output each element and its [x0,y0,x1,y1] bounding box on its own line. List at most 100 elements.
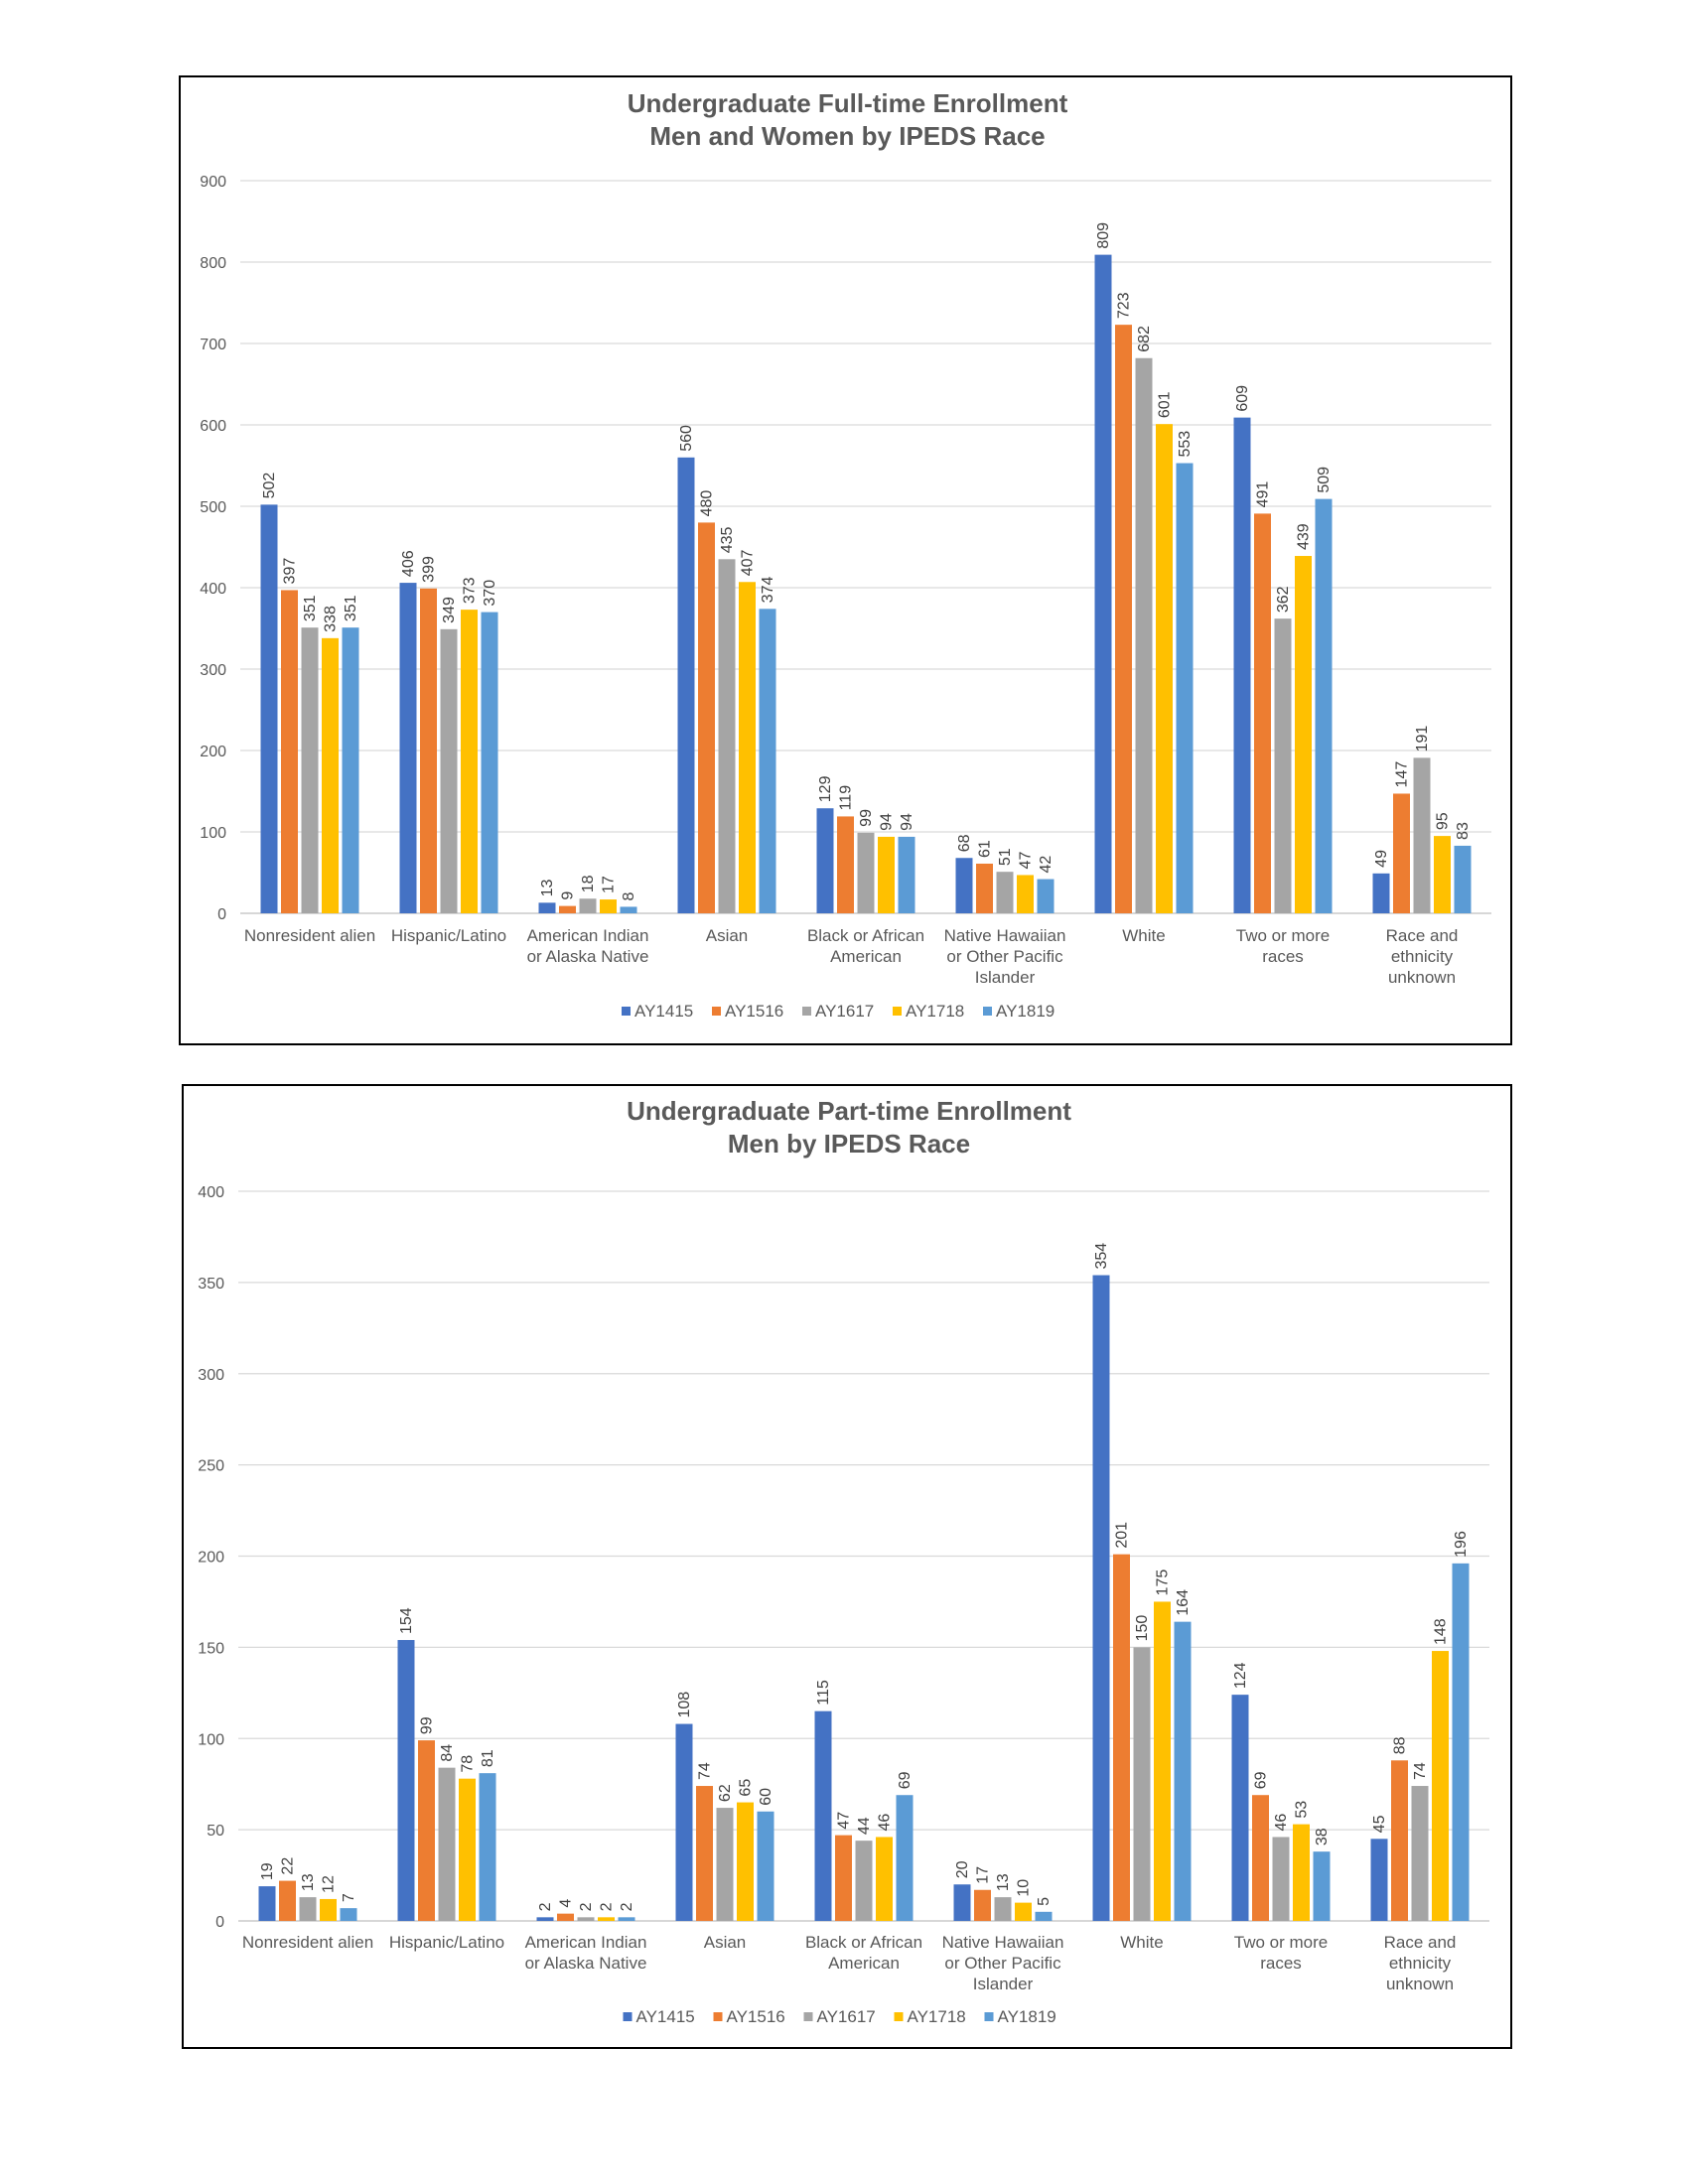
category-label-line: Two or more [1236,926,1330,945]
bar [835,1835,852,1921]
bar [1254,513,1271,913]
data-label: 480 [699,490,716,517]
data-label: 351 [343,595,359,621]
category-label-line: American [830,947,902,966]
bar [814,1710,832,1921]
bar [620,906,637,913]
bar [1154,1601,1171,1921]
y-tick-label: 500 [200,499,226,516]
category-label-line: Asian [706,926,749,945]
data-label: 99 [419,1716,436,1734]
bar [876,1837,893,1921]
bar [299,1897,317,1921]
data-label: 60 [758,1788,774,1806]
bar [696,1786,713,1921]
category-label: Nonresident alien [242,1933,373,1952]
category-label-line: Hispanic/Latino [389,1933,504,1952]
category-label-line: Race and [1384,1933,1457,1952]
y-tick-label: 900 [200,174,226,191]
legend-item: AY1516 [712,1002,783,1021]
category-label-line: Black or African [805,1933,922,1952]
bar [955,858,973,913]
bar [479,1773,496,1921]
bar [757,1811,774,1921]
bar [759,609,776,913]
legend-label: AY1415 [634,1002,693,1021]
data-label: 201 [1114,1522,1131,1549]
data-label: 38 [1314,1828,1331,1845]
data-label: 94 [879,813,896,831]
data-label: 13 [300,1873,317,1891]
data-label: 81 [480,1749,496,1767]
data-label: 53 [1294,1801,1311,1819]
bar [1135,357,1153,913]
category-label-line: or Other Pacific [944,1954,1061,1973]
bar [536,1917,554,1921]
bar [461,610,478,913]
parttime-legend: AY1415 AY1516 AY1617 AY1718 AY1819 [623,2007,1056,2026]
data-label: 2 [599,1902,616,1911]
data-label: 65 [738,1779,755,1797]
data-label: 95 [1435,812,1452,830]
data-label: 51 [997,848,1014,866]
bar [675,1723,693,1921]
category-label-line: unknown [1386,1975,1454,1993]
data-label: 69 [1253,1771,1270,1789]
bar [1432,1651,1449,1921]
bar [420,588,437,913]
category-label: Asian [704,1933,747,1952]
y-tick-label: 50 [207,1823,224,1840]
bar [301,627,319,913]
category-label-line: Native Hawaiian [942,1933,1064,1952]
category-label: Native Hawaiian or Other Pacific Islander [944,926,1066,987]
bar [1092,1275,1110,1921]
y-tick-label: 100 [198,1731,224,1748]
bar [397,1640,415,1921]
category-label-line: Nonresident alien [242,1933,373,1952]
category-label-line: Islander [975,968,1036,987]
data-label: 196 [1453,1531,1470,1558]
data-label: 115 [815,1680,832,1706]
category-label: Two or more races [1236,926,1330,966]
data-label: 46 [877,1814,894,1832]
bar [718,559,736,913]
category-label: Hispanic/Latino [389,1933,504,1952]
bar [737,1802,754,1921]
data-label: 2 [578,1902,595,1911]
y-tick-label: 100 [200,825,226,842]
bar [342,627,359,913]
category-label-line: American [828,1954,900,1973]
legend-swatch [713,2012,723,2021]
data-label: 88 [1392,1736,1409,1754]
legend-item: AY1718 [894,2007,966,2026]
category-label-line: ethnicity [1391,947,1454,966]
category-label: White [1122,926,1165,945]
bar [557,1913,574,1921]
data-label: 191 [1414,726,1431,752]
category-label-line: races [1262,947,1304,966]
bar [1115,325,1132,913]
data-label: 147 [1394,761,1411,788]
bar [438,1767,456,1921]
legend-swatch [712,1007,721,1016]
category-label-line: Islander [973,1975,1034,1993]
bar [898,836,915,913]
legend-label: AY1516 [727,2007,785,2026]
category-label: Hispanic/Latino [391,926,506,945]
bar [340,1908,357,1921]
legend-label: AY1415 [636,2007,695,2026]
data-label: 17 [975,1866,992,1884]
bar [677,457,695,913]
data-label: 553 [1177,431,1194,458]
data-label: 20 [954,1860,971,1878]
bar [857,832,875,913]
legend-swatch [623,2012,633,2021]
y-tick-label: 200 [198,1550,224,1567]
legend-label: AY1516 [725,1002,783,1021]
data-label: 12 [321,1875,338,1893]
category-label-line: Two or more [1234,1933,1328,1952]
data-label: 22 [280,1857,297,1875]
data-label: 407 [740,549,757,576]
